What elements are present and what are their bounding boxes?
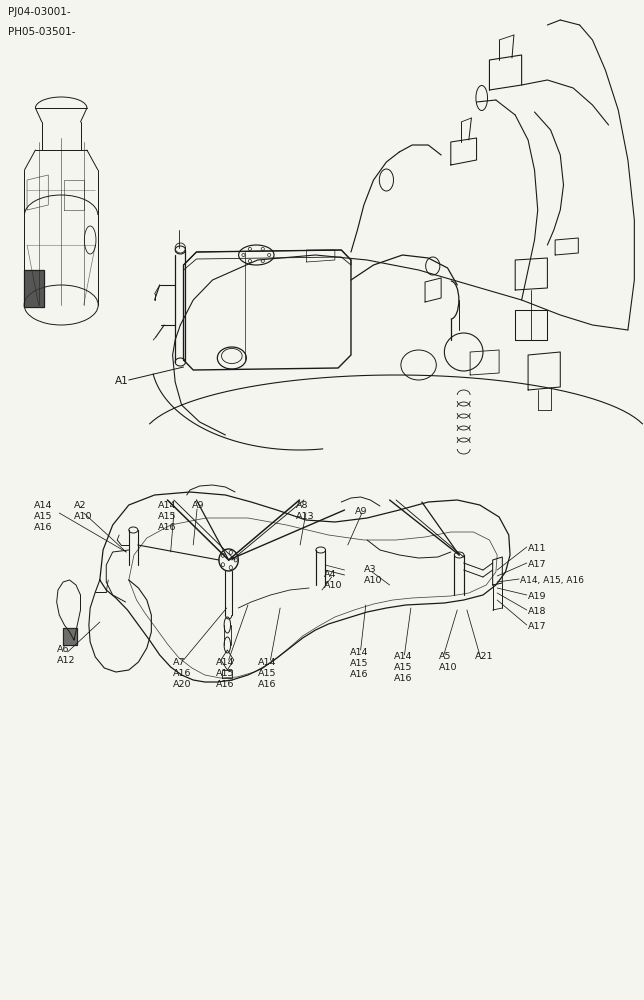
Text: A14
A15
A16: A14 A15 A16 bbox=[350, 648, 369, 679]
Text: A14
A15
A16: A14 A15 A16 bbox=[216, 658, 234, 689]
Text: A14
A15
A16: A14 A15 A16 bbox=[33, 501, 52, 532]
Text: A1: A1 bbox=[115, 376, 128, 386]
Polygon shape bbox=[24, 270, 44, 307]
Text: A17: A17 bbox=[528, 622, 547, 631]
Text: A11: A11 bbox=[528, 544, 547, 553]
Text: A5
A10: A5 A10 bbox=[439, 652, 457, 672]
Text: PJ04-03001-: PJ04-03001- bbox=[8, 7, 70, 17]
Text: A21: A21 bbox=[475, 652, 493, 661]
Text: A14
A15
A16: A14 A15 A16 bbox=[158, 501, 176, 532]
Text: A9: A9 bbox=[355, 507, 367, 516]
Text: A4
A10: A4 A10 bbox=[324, 570, 343, 590]
Text: A9: A9 bbox=[192, 501, 204, 510]
Text: A7
A16
A20: A7 A16 A20 bbox=[173, 658, 191, 689]
Text: A14
A15
A16: A14 A15 A16 bbox=[258, 658, 276, 689]
Text: A2
A10: A2 A10 bbox=[74, 501, 93, 521]
Polygon shape bbox=[63, 628, 77, 645]
Text: A3
A10: A3 A10 bbox=[364, 565, 383, 585]
Text: A6
A12: A6 A12 bbox=[57, 645, 75, 665]
Text: A18: A18 bbox=[528, 607, 547, 616]
Text: A14
A15
A16: A14 A15 A16 bbox=[393, 652, 412, 683]
Text: PH05-03501-: PH05-03501- bbox=[8, 27, 75, 37]
Text: A19: A19 bbox=[528, 592, 547, 601]
Text: A14, A15, A16: A14, A15, A16 bbox=[520, 576, 584, 585]
Text: A8
A13: A8 A13 bbox=[296, 501, 315, 521]
Text: A17: A17 bbox=[528, 560, 547, 569]
